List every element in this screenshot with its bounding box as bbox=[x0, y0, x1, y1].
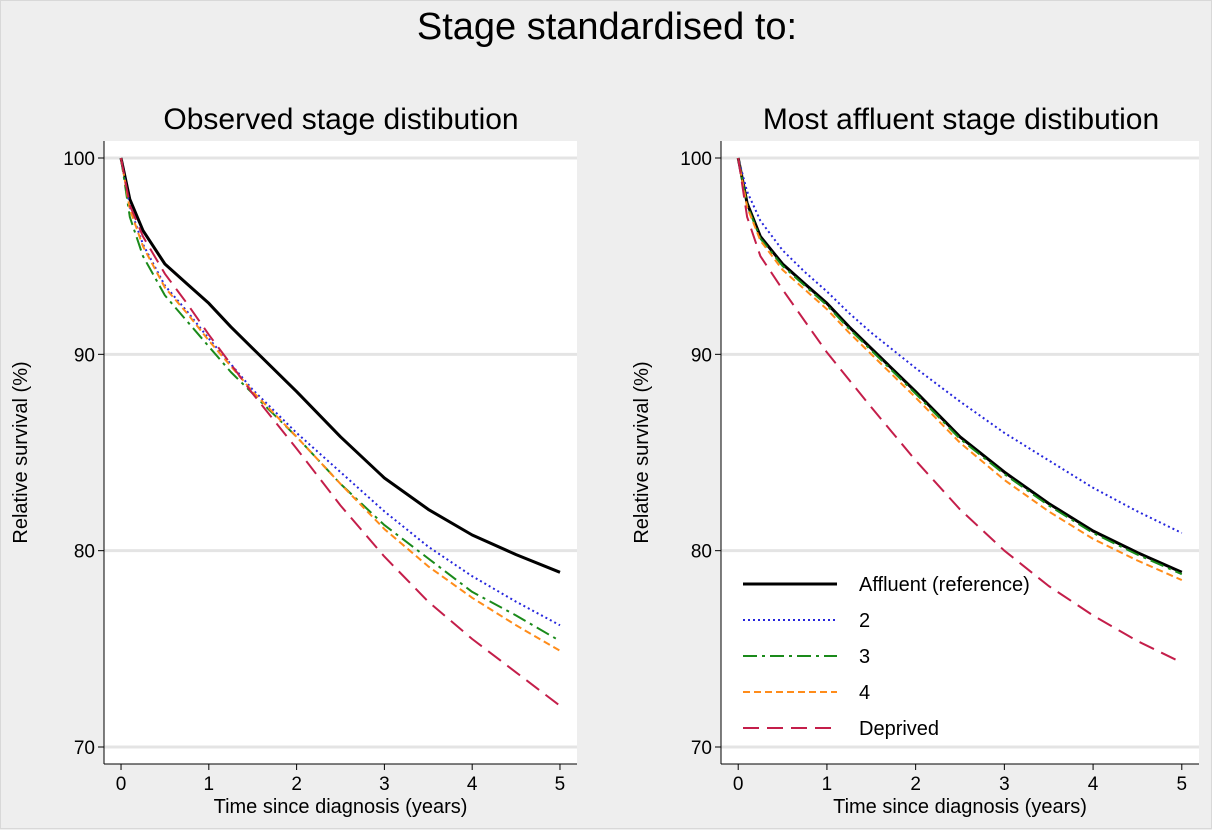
legend-label-2: 2 bbox=[859, 610, 870, 632]
panel-observed: Observed stage distibution 70 80 90 100 0 1 2 3 4… bbox=[10, 103, 577, 818]
y-axis-title: Relative survival (%) bbox=[10, 361, 32, 543]
x-tick-label-2: 2 bbox=[291, 774, 302, 795]
x-tick-label-1: 1 bbox=[204, 774, 215, 795]
y-tick-label-70: 70 bbox=[74, 738, 95, 759]
x-tick-label-4: 4 bbox=[467, 774, 478, 795]
y-tick-label-70: 70 bbox=[691, 738, 712, 759]
legend-label-deprived: Deprived bbox=[859, 718, 939, 740]
y-axis-title: Relative survival (%) bbox=[631, 361, 653, 543]
x-tick-label-0: 0 bbox=[733, 774, 744, 795]
series-line-deprived bbox=[120, 157, 561, 707]
x-tick-label-5: 5 bbox=[555, 774, 566, 795]
x-tick-label-2: 2 bbox=[910, 774, 921, 795]
y-tick-label-100: 100 bbox=[680, 149, 712, 170]
x-tick-label-1: 1 bbox=[822, 774, 833, 795]
x-axis-title: Time since diagnosis (years) bbox=[833, 796, 1087, 818]
panel-title: Most affluent stage distibution bbox=[763, 103, 1159, 136]
plot-area bbox=[104, 141, 577, 764]
plot-area bbox=[721, 141, 1199, 764]
y-tick-label-100: 100 bbox=[63, 149, 95, 170]
main-title: Stage standardised to: bbox=[417, 6, 797, 48]
legend-label-3: 3 bbox=[859, 646, 870, 668]
legend-label-4: 4 bbox=[859, 682, 870, 704]
series-line-deprived bbox=[737, 157, 1183, 664]
y-tick-label-90: 90 bbox=[691, 345, 712, 366]
x-tick-label-0: 0 bbox=[116, 774, 127, 795]
y-tick-label-80: 80 bbox=[691, 542, 712, 563]
panel-title: Observed stage distibution bbox=[163, 103, 518, 136]
panel-most-affluent: Most affluent stage distibution 70 80 90 100… bbox=[631, 103, 1199, 818]
x-tick-label-3: 3 bbox=[999, 774, 1010, 795]
legend-label-affluent-reference: Affluent (reference) bbox=[859, 574, 1030, 596]
series-line-affluent-reference bbox=[119, 157, 561, 574]
y-tick-label-80: 80 bbox=[74, 542, 95, 563]
y-tick-label-90: 90 bbox=[74, 345, 95, 366]
x-tick-label-5: 5 bbox=[1177, 774, 1188, 795]
x-tick-label-4: 4 bbox=[1088, 774, 1099, 795]
series-line-4 bbox=[737, 157, 1183, 582]
x-axis-title: Time since diagnosis (years) bbox=[214, 796, 468, 818]
series-line-affluent-reference bbox=[736, 157, 1183, 574]
x-tick-label-3: 3 bbox=[379, 774, 390, 795]
